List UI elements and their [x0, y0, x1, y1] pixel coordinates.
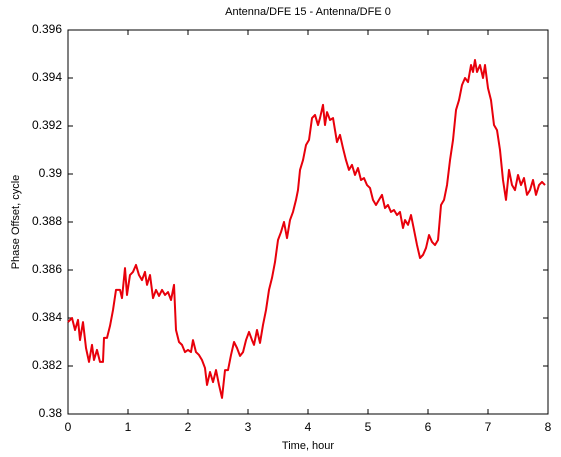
- x-tick-label: 5: [365, 420, 372, 434]
- y-tick-label: 0.384: [32, 310, 62, 324]
- x-tick-label: 4: [305, 420, 312, 434]
- y-tick-label: 0.396: [32, 22, 62, 36]
- x-axis-label: Time, hour: [282, 440, 335, 452]
- chart-title: Antenna/DFE 15 - Antenna/DFE 0: [225, 6, 391, 18]
- y-tick-label: 0.394: [32, 70, 62, 84]
- x-tick-label: 8: [545, 420, 552, 434]
- y-tick-label: 0.38: [39, 406, 63, 420]
- data-line: [67, 59, 546, 399]
- y-tick-label: 0.386: [32, 262, 62, 276]
- y-tick-label: 0.39: [39, 166, 63, 180]
- x-tick-label: 0: [65, 420, 72, 434]
- x-tick-label: 7: [485, 420, 492, 434]
- y-tick-label: 0.392: [32, 118, 62, 132]
- x-tick-label: 3: [245, 420, 252, 434]
- x-tick-label: 2: [185, 420, 192, 434]
- plot-frame: [67, 29, 549, 415]
- y-axis-label: Phase Offset, cycle: [10, 175, 22, 270]
- y-tick-label: 0.382: [32, 358, 62, 372]
- y-tick-label: 0.388: [32, 214, 62, 228]
- x-tick-label: 6: [425, 420, 432, 434]
- x-tick-label: 1: [125, 420, 132, 434]
